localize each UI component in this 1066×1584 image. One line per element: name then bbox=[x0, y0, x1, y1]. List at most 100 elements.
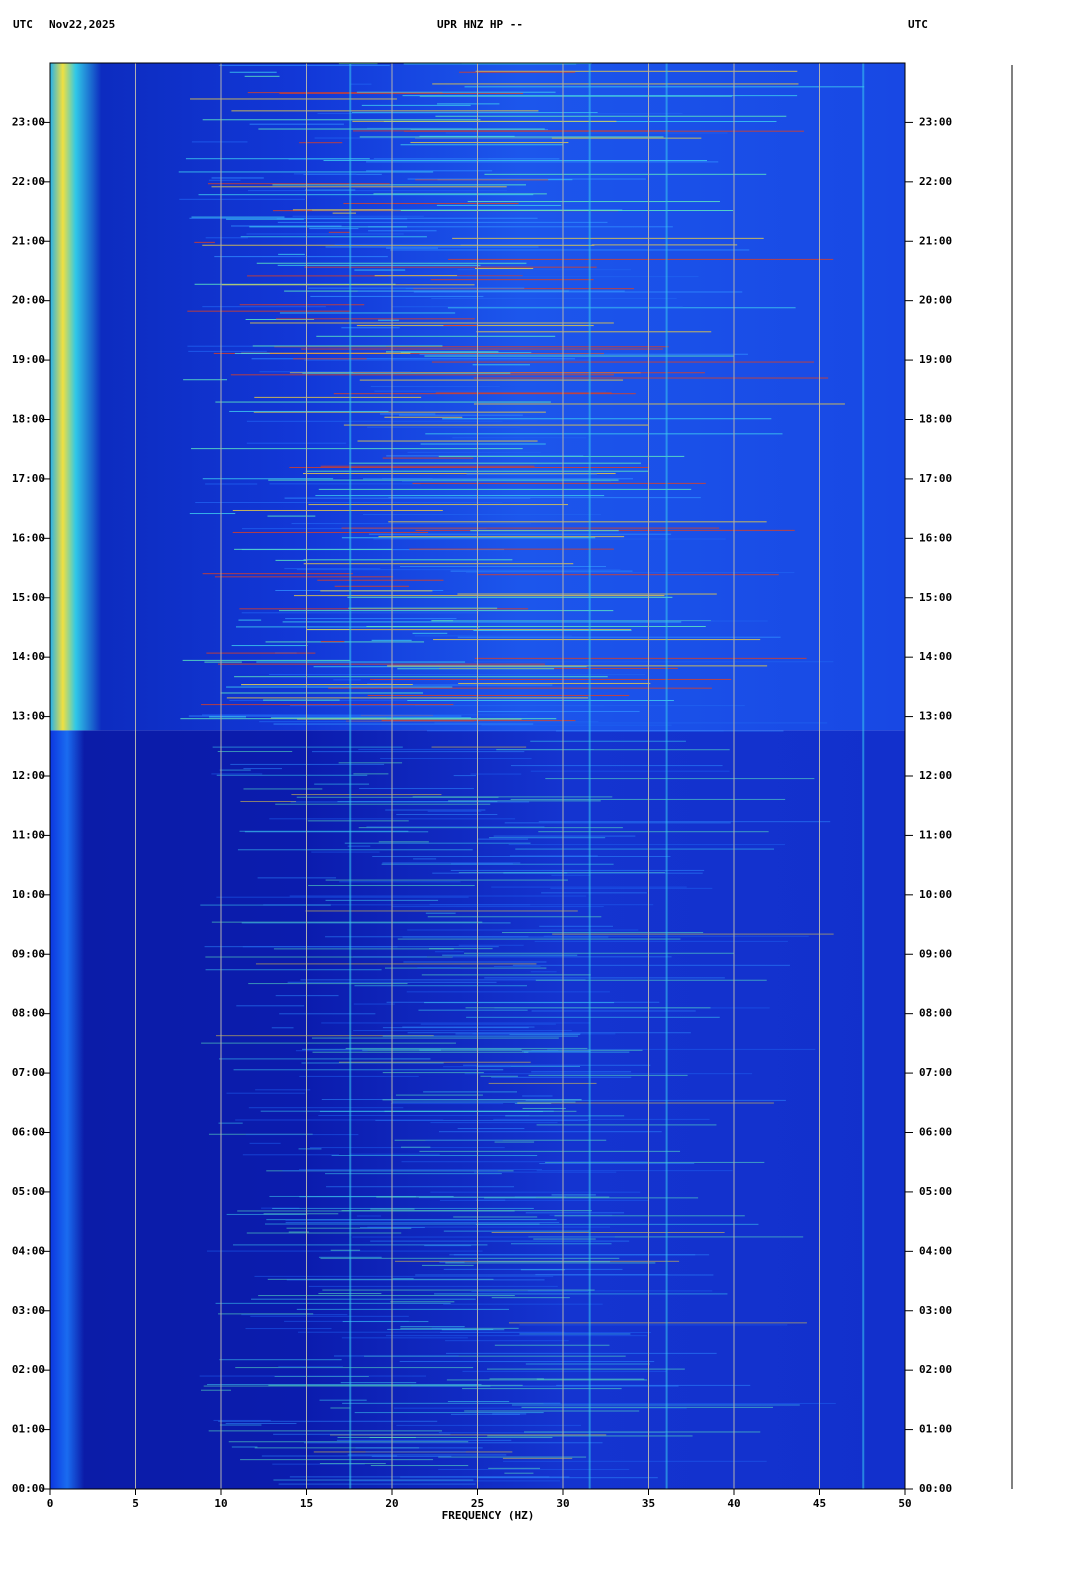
texture-streak bbox=[331, 1154, 538, 1156]
texture-streak bbox=[527, 1290, 713, 1292]
texture-streak bbox=[325, 1173, 502, 1175]
texture-streak bbox=[462, 1370, 667, 1372]
texture-streak bbox=[315, 495, 605, 497]
texture-streak bbox=[523, 1051, 630, 1053]
texture-streak bbox=[341, 527, 720, 529]
texture-streak bbox=[246, 442, 347, 444]
texture-streak bbox=[301, 348, 663, 350]
texture-streak bbox=[415, 1274, 714, 1276]
texture-streak bbox=[369, 678, 732, 680]
texture-streak bbox=[343, 424, 649, 426]
texture-streak bbox=[473, 1171, 617, 1173]
texture-streak bbox=[218, 1058, 431, 1060]
texture-streak bbox=[421, 974, 591, 976]
texture-streak bbox=[525, 1212, 625, 1214]
texture-streak bbox=[397, 938, 681, 940]
texture-streak bbox=[275, 995, 339, 997]
texture-streak bbox=[554, 1215, 745, 1217]
texture-streak bbox=[254, 1275, 554, 1277]
texture-streak bbox=[341, 1337, 468, 1339]
texture-streak bbox=[303, 559, 513, 561]
texture-streak bbox=[278, 1366, 343, 1368]
x-tick-label: 20 bbox=[385, 1497, 398, 1510]
texture-streak bbox=[382, 457, 474, 459]
texture-streak bbox=[429, 904, 654, 906]
y-tick-label: 08:00 bbox=[12, 1007, 45, 1020]
texture-streak bbox=[442, 418, 772, 420]
texture-streak bbox=[395, 1094, 483, 1096]
texture-streak bbox=[267, 1278, 494, 1280]
texture-streak bbox=[319, 1463, 386, 1465]
texture-streak bbox=[229, 410, 389, 412]
texture-streak bbox=[390, 1103, 504, 1105]
texture-streak bbox=[534, 940, 788, 942]
texture-streak bbox=[363, 514, 601, 516]
texture-streak bbox=[242, 1154, 339, 1156]
texture-streak bbox=[288, 1231, 309, 1233]
texture-streak bbox=[345, 1047, 588, 1049]
texture-streak bbox=[202, 244, 595, 246]
texture-streak bbox=[556, 730, 784, 732]
x-tick-label: 30 bbox=[556, 1497, 569, 1510]
y-tick-label: 22:00 bbox=[919, 175, 952, 188]
texture-streak bbox=[403, 961, 547, 963]
texture-streak bbox=[251, 358, 575, 360]
texture-streak bbox=[538, 821, 831, 823]
texture-streak bbox=[425, 1139, 503, 1141]
texture-streak bbox=[352, 1236, 615, 1238]
texture-streak bbox=[219, 769, 251, 771]
texture-streak bbox=[263, 1213, 339, 1215]
texture-streak bbox=[522, 1095, 553, 1097]
texture-streak bbox=[323, 160, 708, 162]
texture-streak bbox=[392, 306, 683, 308]
texture-streak bbox=[285, 618, 457, 620]
texture-streak bbox=[478, 1261, 611, 1263]
texture-streak bbox=[434, 1293, 728, 1295]
texture-streak bbox=[502, 932, 704, 934]
header-station: UPR HNZ HP -- bbox=[437, 18, 523, 31]
texture-streak bbox=[273, 1433, 451, 1435]
texture-streak bbox=[417, 966, 461, 968]
texture-streak bbox=[246, 420, 503, 422]
texture-streak bbox=[470, 773, 522, 775]
texture-streak bbox=[303, 563, 574, 565]
texture-streak bbox=[466, 1016, 720, 1018]
texture-streak bbox=[354, 985, 527, 987]
texture-streak bbox=[431, 746, 527, 748]
texture-streak bbox=[247, 92, 443, 94]
texture-streak bbox=[239, 830, 409, 832]
x-tick-label: 50 bbox=[898, 1497, 911, 1510]
texture-streak bbox=[330, 1434, 607, 1436]
texture-streak bbox=[380, 413, 436, 415]
texture-streak bbox=[291, 794, 442, 796]
texture-streak bbox=[448, 258, 834, 260]
texture-streak bbox=[249, 123, 344, 125]
texture-streak bbox=[320, 1257, 620, 1259]
texture-streak bbox=[233, 1069, 504, 1071]
texture-streak bbox=[178, 171, 434, 173]
texture-streak bbox=[297, 1331, 565, 1333]
texture-streak bbox=[431, 1327, 465, 1329]
texture-streak bbox=[438, 1432, 666, 1434]
texture-streak bbox=[236, 1005, 305, 1007]
texture-streak bbox=[445, 1340, 569, 1342]
texture-streak bbox=[347, 845, 371, 847]
texture-streak bbox=[467, 201, 720, 203]
y-tick-label: 19:00 bbox=[12, 353, 45, 366]
texture-streak bbox=[276, 218, 408, 220]
texture-streak bbox=[520, 1269, 565, 1271]
texture-streak bbox=[367, 694, 630, 696]
texture-streak bbox=[457, 1128, 525, 1130]
texture-streak bbox=[511, 1404, 800, 1406]
texture-streak bbox=[195, 501, 503, 503]
texture-streak bbox=[271, 717, 472, 719]
y-tick-label: 05:00 bbox=[12, 1185, 45, 1198]
texture-streak bbox=[458, 944, 524, 946]
texture-streak bbox=[334, 585, 410, 587]
texture-streak bbox=[443, 1230, 590, 1232]
texture-streak bbox=[525, 1099, 786, 1101]
texture-streak bbox=[366, 826, 545, 828]
texture-streak bbox=[505, 1115, 625, 1117]
texture-streak bbox=[481, 724, 672, 726]
texture-streak bbox=[218, 1313, 314, 1315]
